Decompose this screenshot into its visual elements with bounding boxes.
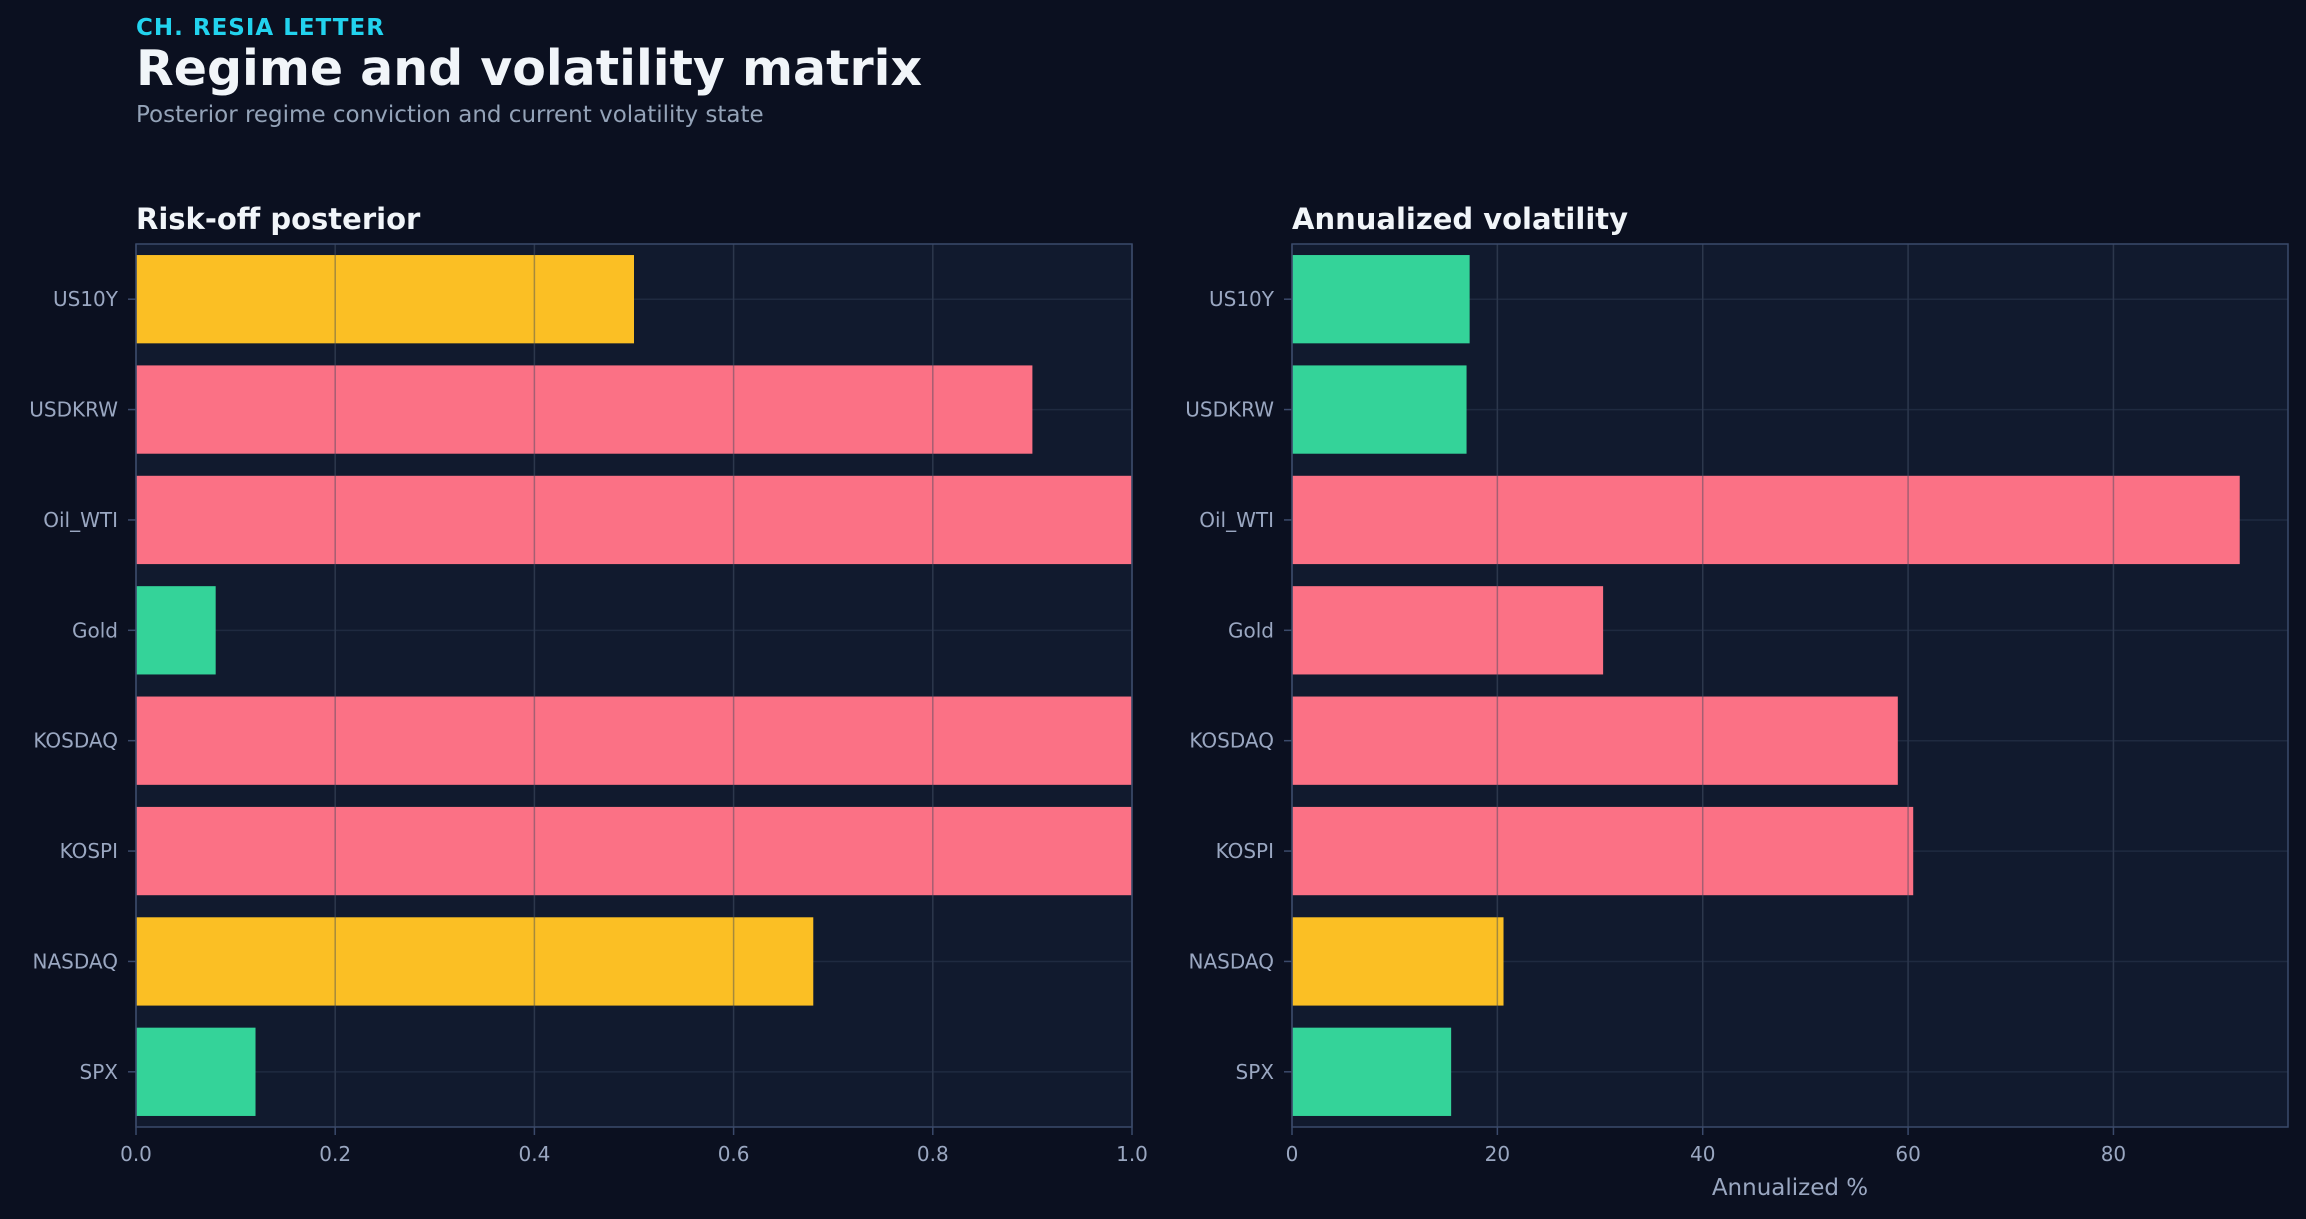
axis-label-x-volatility: Annualized %: [1712, 1175, 1868, 1201]
tick-label-x-volatility: 60: [1895, 1142, 1920, 1166]
bar-volatility-us10y: [1292, 255, 1470, 344]
category-label-risk-off: NASDAQ: [33, 949, 118, 973]
category-label-volatility: US10Y: [1209, 287, 1275, 311]
tick-label-x-volatility: 80: [2101, 1142, 2126, 1166]
category-label-risk-off: Oil_WTI: [43, 508, 118, 532]
chart-title-risk-off: Risk-off posterior: [136, 202, 421, 236]
category-label-risk-off: SPX: [80, 1060, 119, 1084]
category-label-risk-off: KOSDAQ: [33, 729, 118, 753]
tick-label-x-risk-off: 1.0: [1116, 1142, 1148, 1166]
bar-risk-off-spx: [136, 1027, 256, 1116]
chart-title-volatility: Annualized volatility: [1292, 202, 1629, 236]
tick-label-x-risk-off: 0.2: [319, 1142, 351, 1166]
category-label-volatility: KOSPI: [1216, 839, 1274, 863]
category-label-risk-off: KOSPI: [60, 839, 118, 863]
category-label-volatility: SPX: [1236, 1060, 1275, 1084]
category-label-volatility: Gold: [1228, 618, 1274, 642]
page-title: Regime and volatility matrix: [136, 40, 923, 97]
tick-label-x-risk-off: 0.8: [917, 1142, 949, 1166]
bar-risk-off-usdkrw: [136, 365, 1033, 454]
bar-risk-off-gold: [136, 586, 216, 675]
bar-risk-off-kospi: [136, 806, 1132, 896]
bar-volatility-kosdaq: [1292, 696, 1898, 785]
bar-volatility-spx: [1292, 1027, 1452, 1116]
plot-frame-volatility: [1291, 243, 2289, 1128]
category-label-risk-off: USDKRW: [29, 398, 118, 422]
bar-risk-off-kosdaq: [136, 696, 1132, 785]
plot-frame-risk-off: [135, 243, 1133, 1128]
bar-risk-off-nasdaq: [136, 917, 814, 1006]
category-label-volatility: Oil_WTI: [1199, 508, 1274, 532]
kicker-label: CH. RESIA LETTER: [136, 15, 385, 41]
bar-volatility-nasdaq: [1292, 917, 1504, 1006]
bar-volatility-kospi: [1292, 806, 1914, 896]
bar-volatility-gold: [1292, 586, 1604, 675]
tick-label-x-volatility: 40: [1690, 1142, 1715, 1166]
category-label-risk-off: US10Y: [53, 287, 119, 311]
category-label-volatility: KOSDAQ: [1189, 729, 1274, 753]
bar-volatility-oil-wti: [1292, 475, 2240, 565]
category-label-risk-off: Gold: [72, 618, 118, 642]
page-subtitle: Posterior regime conviction and current …: [136, 102, 764, 128]
tick-label-x-volatility: 0: [1286, 1142, 1299, 1166]
tick-label-x-volatility: 20: [1485, 1142, 1510, 1166]
tick-label-x-risk-off: 0.0: [120, 1142, 152, 1166]
tick-label-x-risk-off: 0.4: [518, 1142, 550, 1166]
category-label-volatility: USDKRW: [1185, 398, 1274, 422]
bar-risk-off-us10y: [136, 255, 634, 344]
bar-volatility-usdkrw: [1292, 365, 1467, 454]
bar-risk-off-oil-wti: [136, 475, 1132, 565]
category-label-volatility: NASDAQ: [1189, 949, 1274, 973]
tick-label-x-risk-off: 0.6: [718, 1142, 750, 1166]
